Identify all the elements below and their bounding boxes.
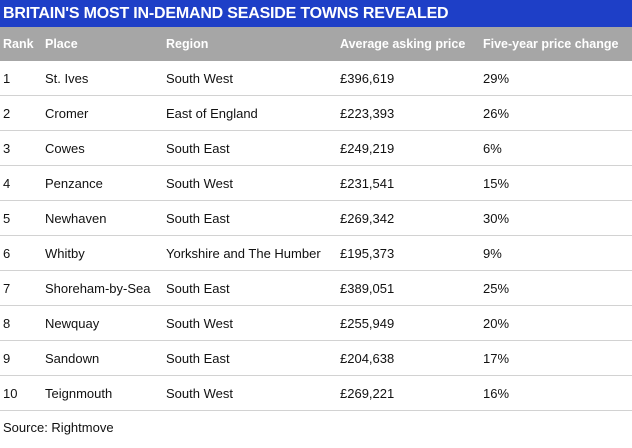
rank-cell: 4: [3, 175, 11, 191]
change-cell: 26%: [483, 105, 510, 121]
column-header-change: Five-year price change: [483, 37, 619, 51]
table-body: 1 St. Ives South West £396,619 29% 2 Cro…: [0, 61, 632, 411]
rank-cell: 10: [3, 385, 18, 401]
price-cell: £389,051: [340, 280, 395, 296]
region-cell: South West: [166, 70, 233, 86]
place-cell: Penzance: [45, 175, 103, 191]
rank-cell: 5: [3, 210, 11, 226]
place-cell: Whitby: [45, 245, 85, 261]
table-row: 4 Penzance South West £231,541 15%: [0, 166, 632, 201]
rank-cell: 2: [3, 105, 11, 121]
change-cell: 25%: [483, 280, 510, 296]
region-cell: South West: [166, 175, 233, 191]
region-cell: South East: [166, 280, 230, 296]
region-cell: South East: [166, 350, 230, 366]
price-cell: £204,638: [340, 350, 395, 366]
table-row: 7 Shoreham-by-Sea South East £389,051 25…: [0, 271, 632, 306]
price-cell: £269,221: [340, 385, 395, 401]
place-cell: Newhaven: [45, 210, 107, 226]
place-cell: Cromer: [45, 105, 89, 121]
place-cell: Shoreham-by-Sea: [45, 280, 151, 296]
price-cell: £223,393: [340, 105, 395, 121]
source-note: Source: Rightmove: [3, 420, 114, 435]
price-cell: £249,219: [340, 140, 395, 156]
price-cell: £269,342: [340, 210, 395, 226]
table-row: 2 Cromer East of England £223,393 26%: [0, 96, 632, 131]
place-cell: Newquay: [45, 315, 100, 331]
place-cell: Sandown: [45, 350, 100, 366]
rank-cell: 1: [3, 70, 11, 86]
column-header-region: Region: [166, 37, 209, 51]
table-title: BRITAIN'S MOST IN-DEMAND SEASIDE TOWNS R…: [0, 0, 632, 27]
region-cell: South West: [166, 385, 233, 401]
price-cell: £396,619: [340, 70, 395, 86]
price-cell: £195,373: [340, 245, 395, 261]
region-cell: South East: [166, 210, 230, 226]
rank-cell: 6: [3, 245, 11, 261]
column-header-place: Place: [45, 37, 78, 51]
table-row: 5 Newhaven South East £269,342 30%: [0, 201, 632, 236]
place-cell: Teignmouth: [45, 385, 113, 401]
rank-cell: 8: [3, 315, 11, 331]
place-cell: Cowes: [45, 140, 85, 156]
table-row: 10 Teignmouth South West £269,221 16%: [0, 376, 632, 411]
table-row: 3 Cowes South East £249,219 6%: [0, 131, 632, 166]
change-cell: 15%: [483, 175, 510, 191]
table-row: 8 Newquay South West £255,949 20%: [0, 306, 632, 341]
table-header-row: Rank Place Region Average asking price F…: [0, 27, 632, 61]
change-cell: 9%: [483, 245, 502, 261]
region-cell: East of England: [166, 105, 258, 121]
change-cell: 16%: [483, 385, 510, 401]
price-cell: £255,949: [340, 315, 395, 331]
region-cell: South West: [166, 315, 233, 331]
change-cell: 20%: [483, 315, 510, 331]
table-row: 6 Whitby Yorkshire and The Humber £195,3…: [0, 236, 632, 271]
change-cell: 29%: [483, 70, 510, 86]
change-cell: 30%: [483, 210, 510, 226]
rank-cell: 3: [3, 140, 11, 156]
table-row: 1 St. Ives South West £396,619 29%: [0, 61, 632, 96]
column-header-price: Average asking price: [340, 37, 466, 51]
region-cell: South East: [166, 140, 230, 156]
region-cell: Yorkshire and The Humber: [166, 245, 321, 261]
rank-cell: 7: [3, 280, 11, 296]
place-cell: St. Ives: [45, 70, 89, 86]
rank-cell: 9: [3, 350, 11, 366]
change-cell: 17%: [483, 350, 510, 366]
column-header-rank: Rank: [3, 37, 34, 51]
price-cell: £231,541: [340, 175, 395, 191]
change-cell: 6%: [483, 140, 502, 156]
table-row: 9 Sandown South East £204,638 17%: [0, 341, 632, 376]
